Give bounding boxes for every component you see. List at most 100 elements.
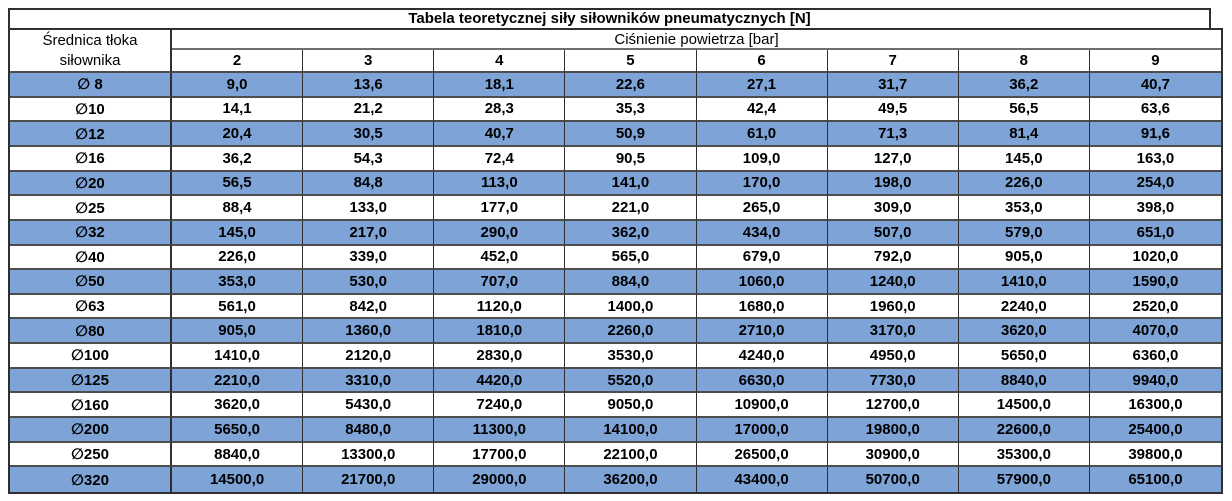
force-cell: 16300,0 [1089,393,1221,419]
diameter-cell: ∅200 [10,418,172,443]
pressure-col-header-2: 2 [172,50,304,73]
force-cell: 1810,0 [434,319,566,345]
force-cell: 2240,0 [958,294,1090,320]
force-cell: 8840,0 [172,442,304,468]
force-cell: 3620,0 [172,393,304,419]
force-cell: 25400,0 [1089,418,1221,443]
force-cell: 5650,0 [958,344,1090,369]
force-cell: 1240,0 [827,270,959,295]
force-cell: 81,4 [958,122,1090,147]
force-cell: 49,5 [827,97,959,123]
force-cell: 561,0 [172,294,304,320]
row-group-header-line1: Średnica tłoka [42,31,138,49]
force-cell: 530,0 [303,270,435,295]
force-cell: 145,0 [172,220,304,246]
force-cell: 3310,0 [303,368,435,394]
force-cell: 1410,0 [958,270,1090,295]
force-cell: 434,0 [696,220,828,246]
force-cell: 339,0 [303,245,435,271]
force-cell: 398,0 [1089,196,1221,221]
force-cell: 109,0 [696,146,828,172]
force-cell: 565,0 [565,245,697,271]
force-cell: 27,1 [696,73,828,98]
force-cell: 22,6 [565,73,697,98]
force-cell: 17700,0 [434,442,566,468]
force-cell: 72,4 [434,146,566,172]
diameter-cell: ∅63 [10,294,172,320]
force-cell: 22600,0 [958,418,1090,443]
force-cell: 19800,0 [827,418,959,443]
force-cell: 54,3 [303,146,435,172]
force-cell: 21700,0 [303,467,435,492]
force-cell: 3620,0 [958,319,1090,345]
force-cell: 39800,0 [1089,443,1221,468]
force-cell: 5520,0 [565,368,697,394]
force-cell: 842,0 [303,294,435,320]
pressure-col-header-8: 8 [958,50,1090,73]
force-cell: 4420,0 [434,368,566,394]
force-cell: 905,0 [958,245,1090,271]
force-cell: 65100,0 [1089,467,1221,492]
force-cell: 42,4 [696,97,828,123]
force-cell: 2210,0 [172,368,304,394]
force-cell: 217,0 [303,220,435,246]
force-cell: 4950,0 [827,344,959,369]
force-cell: 36200,0 [565,467,697,492]
diameter-cell: ∅100 [10,344,172,369]
force-cell: 18,1 [434,73,566,98]
force-cell: 1410,0 [172,344,304,369]
force-cell: 651,0 [1089,220,1221,246]
pressure-col-header-6: 6 [696,50,828,73]
force-cell: 145,0 [958,146,1090,172]
pressure-col-header-9: 9 [1089,50,1221,73]
force-cell: 127,0 [827,146,959,172]
force-cell: 14100,0 [565,418,697,443]
force-cell: 362,0 [565,220,697,246]
force-cell: 1120,0 [434,294,566,320]
force-cell: 8480,0 [303,418,435,443]
force-cell: 26500,0 [696,442,828,468]
force-cell: 29000,0 [434,467,566,492]
force-cell: 71,3 [827,122,959,147]
force-cell: 9940,0 [1089,368,1221,394]
force-cell: 177,0 [434,196,566,221]
diameter-cell: ∅250 [10,442,172,468]
force-cell: 133,0 [303,196,435,221]
diameter-cell: ∅10 [10,97,172,123]
force-cell: 4240,0 [696,344,828,369]
force-cell: 20,4 [172,122,304,147]
force-cell: 22100,0 [565,442,697,468]
diameter-cell: ∅160 [10,393,172,419]
force-cell: 1360,0 [303,319,435,345]
force-cell: 1400,0 [565,294,697,320]
force-cell: 254,0 [1089,171,1221,197]
force-cell: 13300,0 [303,442,435,468]
force-cell: 679,0 [696,245,828,271]
force-cell: 707,0 [434,270,566,295]
force-cell: 884,0 [565,270,697,295]
row-group-header: Średnica tłoka siłownika [10,30,172,73]
force-cell: 792,0 [827,245,959,271]
force-cell: 1960,0 [827,294,959,320]
diameter-cell: ∅ 8 [10,73,172,98]
force-cell: 905,0 [172,319,304,345]
force-cell: 579,0 [958,220,1090,246]
force-cell: 1020,0 [1089,246,1221,271]
force-cell: 11300,0 [434,418,566,443]
force-cell: 61,0 [696,122,828,147]
force-cell: 21,2 [303,97,435,123]
force-cell: 12700,0 [827,393,959,419]
pressure-col-header-3: 3 [303,50,435,73]
column-group-header: Ciśnienie powietrza [bar] [172,30,1221,50]
force-cell: 17000,0 [696,418,828,443]
force-cell: 198,0 [827,171,959,197]
force-cell: 226,0 [172,245,304,271]
force-cell: 14500,0 [172,467,304,492]
force-cell: 2260,0 [565,319,697,345]
force-cell: 5650,0 [172,418,304,443]
force-cell: 7730,0 [827,368,959,394]
pressure-col-header-4: 4 [434,50,566,73]
force-cell: 170,0 [696,171,828,197]
diameter-cell: ∅32 [10,220,172,246]
force-cell: 7240,0 [434,393,566,419]
